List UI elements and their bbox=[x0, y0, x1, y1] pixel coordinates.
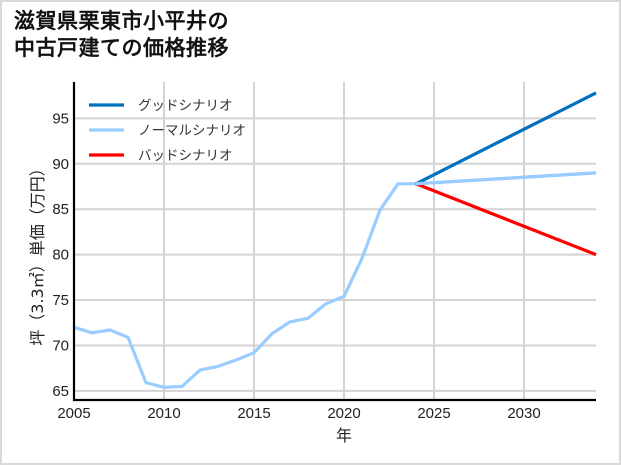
x-axis-ticks: 2005 2010 2015 2020 2025 2030 bbox=[57, 405, 540, 422]
legend-item-good: グッドシナリオ bbox=[89, 98, 233, 114]
series-line-good bbox=[415, 91, 597, 186]
x-tick-label: 2015 bbox=[237, 405, 270, 422]
data-series bbox=[73, 91, 597, 389]
y-tick-label: 65 bbox=[52, 383, 69, 400]
x-tick-label: 2025 bbox=[417, 405, 450, 422]
series-line-normal-forecast bbox=[415, 171, 597, 186]
x-tick-label: 2030 bbox=[507, 405, 540, 422]
axes bbox=[72, 82, 596, 402]
legend-label: ノーマルシナリオ bbox=[138, 123, 246, 139]
series-line-normal bbox=[73, 171, 597, 389]
y-tick-label: 75 bbox=[52, 292, 69, 309]
y-tick-label: 70 bbox=[52, 337, 69, 354]
y-axis-label: 坪（3.3㎡）単価（万円） bbox=[28, 160, 47, 345]
y-tick-label: 95 bbox=[52, 110, 69, 127]
y-tick-label: 80 bbox=[52, 247, 69, 264]
legend-label: バッドシナリオ bbox=[138, 148, 233, 164]
y-axis-ticks: 65 70 75 80 85 90 95 bbox=[52, 110, 69, 400]
legend-item-normal: ノーマルシナリオ bbox=[89, 123, 246, 139]
x-tick-label: 2020 bbox=[327, 405, 360, 422]
chart-title-line-1: 滋賀県栗東市小平井の bbox=[14, 9, 229, 33]
series-line-bad bbox=[415, 182, 597, 257]
x-tick-label: 2005 bbox=[57, 405, 90, 422]
grid-lines bbox=[74, 82, 596, 400]
legend-item-bad: バッドシナリオ bbox=[89, 148, 233, 164]
x-axis-label: 年 bbox=[336, 426, 352, 445]
chart-title: 滋賀県栗東市小平井の 中古戸建ての価格推移 bbox=[14, 8, 229, 62]
chart-title-line-2: 中古戸建ての価格推移 bbox=[14, 36, 229, 60]
legend-label: グッドシナリオ bbox=[138, 98, 233, 114]
x-tick-label: 2010 bbox=[147, 405, 180, 422]
y-tick-label: 85 bbox=[52, 201, 69, 218]
y-tick-label: 90 bbox=[52, 156, 69, 173]
